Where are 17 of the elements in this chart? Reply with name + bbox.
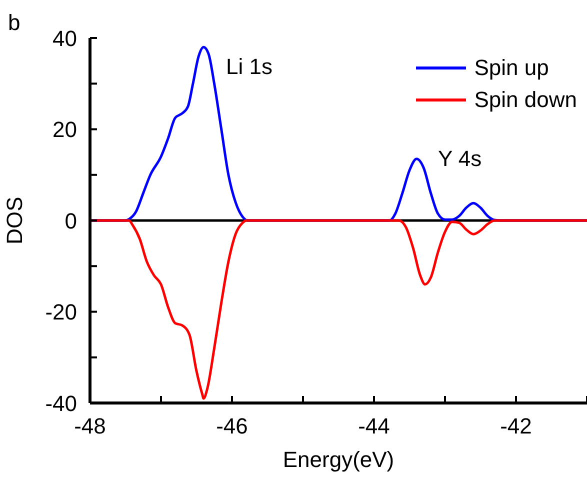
x-axis-title: Energy(eV) bbox=[282, 447, 394, 472]
y-tick-label: 20 bbox=[52, 117, 77, 142]
line-series bbox=[90, 219, 587, 400]
text: b bbox=[8, 10, 20, 36]
y-tick-label: 40 bbox=[52, 26, 77, 51]
annotation: Li 1s bbox=[226, 54, 272, 80]
y-tick-label: -20 bbox=[45, 300, 77, 325]
legend-label: Spin up bbox=[474, 54, 549, 82]
y-axis-title: DOS bbox=[2, 196, 27, 244]
x-tick-label: -46 bbox=[216, 414, 248, 439]
y-tick-label: 0 bbox=[64, 208, 77, 234]
x-tick-label: -48 bbox=[74, 414, 106, 439]
x-tick-label: -42 bbox=[500, 414, 532, 439]
legend-label: Spin down bbox=[474, 86, 577, 114]
y-tick-label: -40 bbox=[45, 390, 77, 416]
annotation: Y 4s bbox=[438, 146, 482, 172]
x-tick-label: -44 bbox=[358, 414, 390, 439]
